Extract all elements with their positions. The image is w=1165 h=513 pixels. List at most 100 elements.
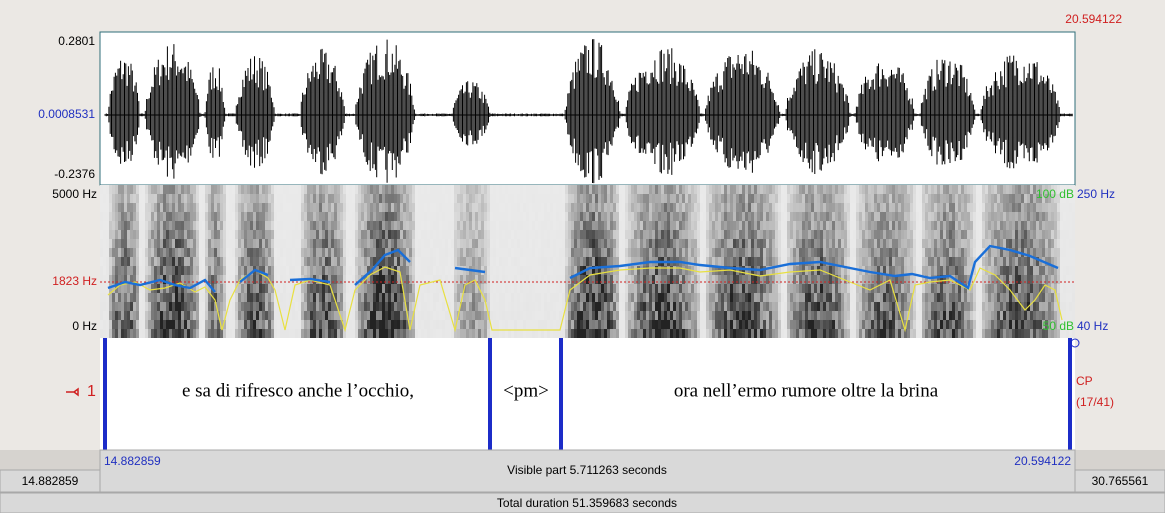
spectrogram-cell: [322, 257, 325, 266]
spectrogram-cell: [577, 203, 580, 212]
spectrogram-cell: [643, 293, 646, 302]
spectrogram-cell: [763, 194, 766, 203]
spectrogram-cell: [769, 275, 772, 284]
spectrogram-cell: [409, 248, 412, 257]
spectrogram-cell: [844, 194, 847, 203]
spectrogram-cell: [556, 275, 559, 284]
spectrogram-cell: [442, 329, 445, 338]
spectrogram-cell: [124, 284, 127, 293]
spectrogram-cell: [502, 257, 505, 266]
spectrogram-cell: [184, 320, 187, 329]
spectrogram-cell: [763, 329, 766, 338]
spectrogram-cell: [451, 248, 454, 257]
spectrogram-cell: [733, 284, 736, 293]
spectrogram-cell: [202, 185, 205, 194]
spectrogram-cell: [865, 311, 868, 320]
spectrogram-cell: [652, 302, 655, 311]
spectrogram-cell: [493, 185, 496, 194]
spectrogram-cell: [205, 302, 208, 311]
spectrogram-cell: [472, 239, 475, 248]
spectrogram-cell: [592, 275, 595, 284]
spectrogram-cell: [820, 239, 823, 248]
spectrogram-cell: [853, 284, 856, 293]
spectrogram-cell: [724, 194, 727, 203]
spectrogram-cell: [301, 257, 304, 266]
spectrogram-cell: [823, 275, 826, 284]
spectrogram-cell: [853, 239, 856, 248]
spectrogram-cell: [301, 302, 304, 311]
spectrogram-cell: [907, 257, 910, 266]
spectrogram-cell: [136, 311, 139, 320]
spectrogram-cell: [718, 320, 721, 329]
spectrogram-cell: [670, 302, 673, 311]
spectrogram-cell: [295, 311, 298, 320]
spectrogram-cell: [454, 302, 457, 311]
spectrogram-cell: [562, 203, 565, 212]
spectrogram-cell: [574, 257, 577, 266]
spectrogram-cell: [172, 320, 175, 329]
spectrogram-cell: [574, 329, 577, 338]
spectrogram-cell: [715, 239, 718, 248]
spectrogram-cell: [922, 311, 925, 320]
spectrogram-cell: [904, 203, 907, 212]
spectrogram-cell: [475, 212, 478, 221]
spectrogram-cell: [256, 194, 259, 203]
spectrogram-cell: [166, 329, 169, 338]
spectrogram-cell: [199, 266, 202, 275]
spectrogram-cell: [748, 257, 751, 266]
spectrogram-cell: [838, 194, 841, 203]
spectrogram-cell: [418, 185, 421, 194]
spectrogram-cell: [439, 248, 442, 257]
spectrogram-cell: [559, 266, 562, 275]
spectrogram-cell: [283, 212, 286, 221]
spectrogram-cell: [502, 230, 505, 239]
spectrogram-cell: [880, 194, 883, 203]
spectrogram-cell: [877, 194, 880, 203]
spectrogram-cell: [499, 320, 502, 329]
spectrogram-cell: [853, 329, 856, 338]
spectrogram-cell: [787, 185, 790, 194]
spectrogram-cell: [670, 194, 673, 203]
spectrogram-cell: [910, 203, 913, 212]
spectrogram-cell: [616, 311, 619, 320]
spectrogram-cell: [430, 284, 433, 293]
spectrogram-cell: [616, 293, 619, 302]
spectrogram-cell: [841, 257, 844, 266]
spectrogram-cell: [868, 293, 871, 302]
spectrogram-cell: [892, 320, 895, 329]
spectrogram-cell: [901, 221, 904, 230]
spectrogram-cell: [673, 266, 676, 275]
spectrogram-cell: [826, 212, 829, 221]
spectrogram-cell: [868, 212, 871, 221]
spectrogram-cell: [127, 257, 130, 266]
spectrogram-cell: [907, 194, 910, 203]
spectrogram-cell: [358, 311, 361, 320]
spectrogram-cell: [745, 293, 748, 302]
spectrogram-cell: [901, 239, 904, 248]
spectrogram-cell: [796, 212, 799, 221]
spectrogram-cell: [358, 302, 361, 311]
spectrogram-cell: [217, 284, 220, 293]
spectrogram-cell: [109, 212, 112, 221]
spectrogram-cell: [196, 329, 199, 338]
spectrogram-cell: [739, 302, 742, 311]
spectrogram-cell: [826, 284, 829, 293]
spectrogram-cell: [862, 293, 865, 302]
spectrogram-cell: [526, 302, 529, 311]
spectrogram-cell: [253, 311, 256, 320]
spectrogram-cell: [367, 293, 370, 302]
spectrogram-cell: [619, 311, 622, 320]
spectrogram-cell: [343, 311, 346, 320]
spectrogram-cell: [721, 302, 724, 311]
spectrogram-cell: [445, 266, 448, 275]
spectrogram-cell: [751, 320, 754, 329]
spectrogram-cell: [220, 203, 223, 212]
spectrogram-cell: [721, 212, 724, 221]
spectrogram-cell: [643, 275, 646, 284]
spectrogram-cell: [370, 257, 373, 266]
spectrogram-cell: [526, 284, 529, 293]
spectrogram-cell: [553, 293, 556, 302]
spectrogram-cell: [121, 302, 124, 311]
spectrogram-cell: [601, 284, 604, 293]
spectrogram-cell: [727, 257, 730, 266]
